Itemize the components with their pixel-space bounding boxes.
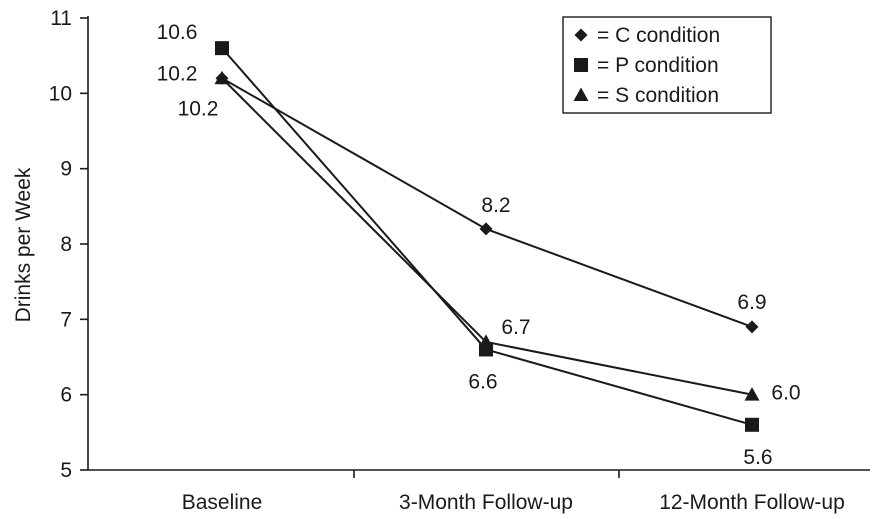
y-axis-label: Drinks per Week <box>12 167 35 322</box>
data-label-s-condition: 10.2 <box>157 62 198 85</box>
x-category-label: 3-Month Follow-up <box>399 491 573 514</box>
data-label-p-condition: 6.6 <box>468 370 497 393</box>
y-tick-label: 11 <box>50 7 72 30</box>
legend-marker-s-condition <box>573 87 589 101</box>
marker-c-condition <box>745 320 759 334</box>
data-label-s-condition: 6.7 <box>501 316 530 339</box>
data-labels: 10.2 8.2 6.9 10.6 6.6 5.6 10.2 6.7 6.0 <box>157 21 801 469</box>
y-tick-label: 10 <box>49 82 72 105</box>
y-tick-label: 7 <box>60 308 72 331</box>
data-label-c-condition: 8.2 <box>481 194 510 217</box>
x-category-label: 12-Month Follow-up <box>659 491 845 514</box>
data-label-p-condition: 5.6 <box>743 446 772 469</box>
data-label-c-condition: 6.9 <box>737 291 766 314</box>
marker-p-condition <box>215 41 229 56</box>
legend-label-p-condition: = P condition <box>597 54 719 77</box>
marker-s-condition <box>478 334 494 348</box>
data-label-s-condition: 6.0 <box>771 382 800 405</box>
axes: 5 6 7 8 9 10 11 Baseline 3-Month Follow-up 12-Mon… <box>49 7 870 514</box>
marker-s-condition <box>214 70 230 85</box>
y-tick-label: 6 <box>60 384 72 407</box>
y-tick-label: 9 <box>60 158 72 181</box>
legend-marker-p-condition <box>574 58 588 72</box>
legend-label-c-condition: = C condition <box>597 24 720 47</box>
data-label-p-condition: 10.6 <box>157 21 198 44</box>
legend-box <box>562 16 772 114</box>
legend-label-s-condition: = S condition <box>597 84 719 107</box>
x-category-label: Baseline <box>182 491 263 514</box>
y-tick-label: 8 <box>60 233 72 256</box>
marker-c-condition <box>479 222 493 236</box>
marker-p-condition <box>745 417 759 432</box>
data-label-c-condition: 10.2 <box>178 97 219 120</box>
legend: = C condition = P condition = S condition <box>562 16 772 114</box>
y-tick-label: 5 <box>60 459 72 482</box>
series-markers <box>214 41 760 432</box>
legend-marker-c-condition <box>574 28 588 42</box>
marker-s-condition <box>744 387 760 401</box>
